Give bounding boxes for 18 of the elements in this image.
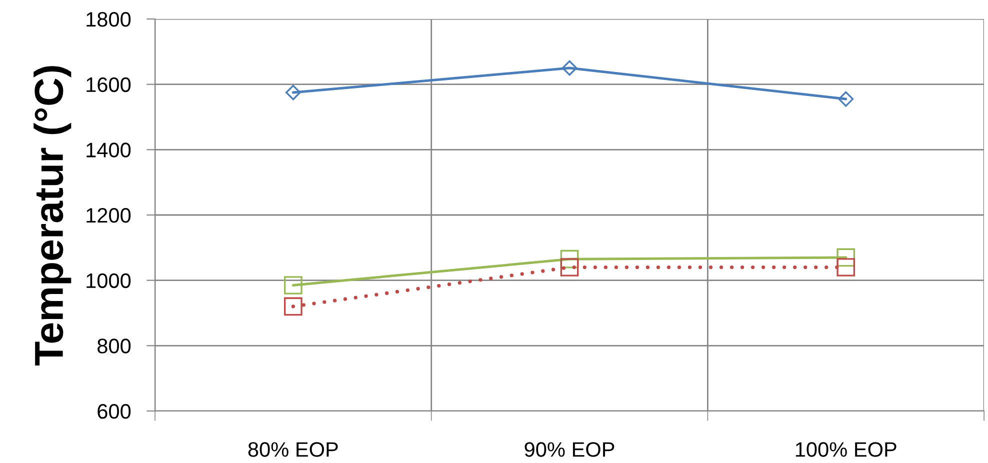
point — [836, 258, 856, 276]
point — [838, 91, 854, 107]
x-tick-label: 80% EOP — [248, 442, 338, 457]
point — [284, 297, 302, 316]
point — [285, 84, 301, 100]
x-tick-label: 90% EOP — [524, 442, 614, 457]
y-tick-label: 1200 — [86, 208, 131, 223]
x-tick-label: 100% EOP — [796, 442, 896, 457]
y-tick-label: 1600 — [86, 77, 131, 92]
y-tick-label: 1000 — [86, 273, 131, 288]
point — [560, 258, 579, 276]
y-axis-title: Temperatur (°C) — [34, 66, 72, 366]
point — [562, 60, 578, 76]
y-tick-label: 800 — [98, 338, 131, 354]
y-tick-label: 1800 — [86, 12, 131, 27]
y-tick-label: 1400 — [86, 142, 131, 158]
y-tick-label: 600 — [98, 404, 131, 419]
point — [284, 276, 302, 294]
